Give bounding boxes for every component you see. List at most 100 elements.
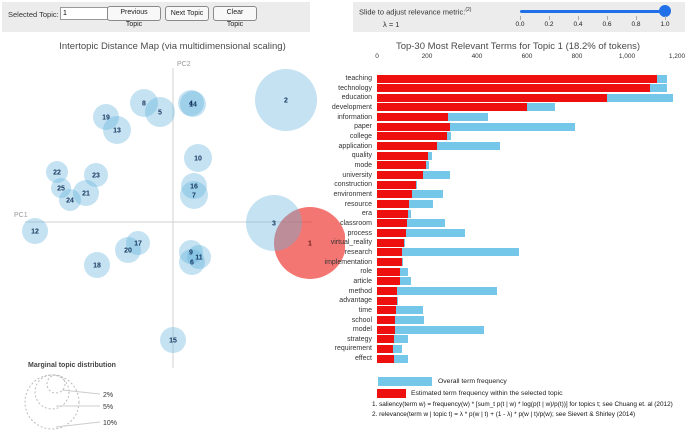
topic-frequency-bar[interactable] — [377, 93, 607, 102]
topic-frequency-label: Estimated term frequency within the sele… — [411, 390, 563, 397]
overall-frequency-bar[interactable] — [377, 142, 500, 151]
topic-frequency-bar[interactable] — [377, 151, 429, 160]
topic-bubble-label-1: 1 — [308, 241, 312, 248]
term-label: quality — [351, 152, 372, 160]
term-label: implementation — [324, 258, 372, 266]
topic-frequency-bar[interactable] — [377, 190, 412, 199]
topic-bubble-19[interactable] — [93, 104, 119, 130]
slider-footnote-ref: (2) — [465, 7, 472, 13]
topic-bubble-label-3: 3 — [272, 221, 276, 228]
overall-frequency-bar[interactable] — [377, 306, 423, 315]
slider-ticklabel: 0.4 — [573, 21, 583, 28]
previous-topic-button[interactable]: Previous Topic — [107, 6, 161, 28]
topic-bubble-14[interactable] — [180, 91, 206, 117]
slider-tickmark-0.4 — [578, 16, 579, 20]
topic-frequency-bar[interactable] — [377, 209, 408, 218]
relevance-slider-track[interactable] — [520, 10, 668, 13]
term-row-construction: construction — [0, 180, 691, 189]
map-title: Intertopic Distance Map (via multidimens… — [59, 41, 286, 52]
topic-frequency-bar[interactable] — [377, 142, 437, 151]
topic-bubble-24[interactable] — [59, 189, 81, 211]
topic-bubble-11[interactable] — [187, 245, 211, 269]
topic-bubble-1[interactable] — [274, 207, 345, 279]
topic-frequency-bar[interactable] — [377, 335, 394, 344]
topic-bubble-12[interactable] — [22, 218, 48, 244]
topic-frequency-bar[interactable] — [377, 277, 401, 286]
slider-ticklabel: 1.0 — [660, 21, 670, 28]
topic-bubble-label-4: 4 — [189, 101, 193, 108]
topic-frequency-bar[interactable] — [377, 103, 527, 112]
topic-frequency-bar[interactable] — [377, 325, 395, 334]
topic-frequency-bar[interactable] — [377, 180, 416, 189]
overall-frequency-bar[interactable] — [377, 229, 465, 238]
topic-bubble-25[interactable] — [51, 178, 71, 198]
topic-frequency-bar[interactable] — [377, 248, 402, 257]
topic-bubble-20[interactable] — [115, 237, 141, 263]
topic-frequency-bar[interactable] — [377, 200, 409, 209]
topic-bubble-5[interactable] — [145, 97, 175, 127]
topic-frequency-bar[interactable] — [377, 306, 396, 315]
clear-topic-button[interactable]: Clear Topic — [213, 6, 257, 28]
overall-frequency-bar[interactable] — [377, 287, 497, 296]
term-label: resource — [344, 200, 372, 208]
topic-frequency-bar[interactable] — [377, 132, 447, 141]
term-row-university: university — [0, 171, 691, 180]
footnote-relevance: 2. relevance(term w | topic t) = λ * p(w… — [372, 411, 636, 418]
topic-frequency-bar[interactable] — [377, 316, 395, 324]
topic-bubble-22[interactable] — [46, 161, 68, 183]
next-topic-button[interactable]: Next Topic — [165, 6, 209, 21]
pc2-axis-label: PC2 — [177, 61, 191, 68]
topic-bubble-16[interactable] — [181, 173, 207, 199]
topic-bubble-15[interactable] — [160, 327, 186, 353]
topic-bubble-8[interactable] — [130, 89, 158, 117]
topic-bubble-9[interactable] — [179, 240, 203, 264]
topic-bubble-4[interactable] — [178, 90, 204, 116]
topic-bubble-3[interactable] — [246, 195, 302, 251]
term-row-model: model — [0, 325, 691, 334]
topic-frequency-bar[interactable] — [377, 74, 657, 83]
topic-bubble-21[interactable] — [73, 180, 99, 206]
topic-bubble-17[interactable] — [126, 231, 150, 255]
topic-frequency-bar[interactable] — [377, 229, 406, 238]
topic-bubble-2[interactable] — [255, 69, 317, 131]
topic-frequency-bar[interactable] — [377, 287, 397, 296]
topic-bubble-23[interactable] — [84, 163, 108, 187]
topic-bubble-7[interactable] — [180, 181, 208, 209]
topic-bubble-label-16: 16 — [190, 184, 198, 191]
relevance-slider-handle[interactable] — [659, 5, 671, 17]
topic-frequency-bar[interactable] — [377, 344, 393, 353]
term-row-paper: paper — [0, 122, 691, 131]
slider-ticklabel: 0.0 — [515, 21, 525, 28]
topic-frequency-bar[interactable] — [377, 219, 407, 228]
overall-frequency-bar[interactable] — [377, 122, 575, 131]
topic-frequency-bar[interactable] — [377, 354, 394, 363]
topic-frequency-bar[interactable] — [377, 84, 650, 93]
overall-frequency-label: Overall term frequency — [438, 378, 507, 385]
topic-frequency-bar[interactable] — [377, 296, 397, 305]
term-row-quality: quality — [0, 151, 691, 160]
marginal-legend-circle-2pct — [46, 374, 66, 394]
overall-frequency-bar[interactable] — [377, 248, 519, 257]
term-label: model — [352, 326, 372, 334]
topic-frequency-bar[interactable] — [377, 171, 424, 180]
selected-topic-input[interactable] — [60, 7, 108, 20]
overall-frequency-bar[interactable] — [377, 316, 424, 324]
term-row-strategy: strategy — [0, 335, 691, 344]
topic-frequency-bar[interactable] — [377, 113, 449, 122]
topic-frequency-bar[interactable] — [377, 161, 427, 170]
topic-frequency-bar[interactable] — [377, 122, 450, 131]
topic-bubble-18[interactable] — [84, 252, 110, 278]
topic-bubble-6[interactable] — [179, 249, 205, 275]
topic-frequency-bar[interactable] — [377, 258, 402, 267]
topic-frequency-bar[interactable] — [377, 267, 400, 276]
term-row-implementation: implementation — [0, 258, 691, 267]
term-label: classroom — [340, 219, 372, 227]
term-row-development: development — [0, 103, 691, 112]
overall-frequency-bar[interactable] — [377, 325, 484, 334]
overall-frequency-bar[interactable] — [377, 219, 445, 228]
topic-frequency-bar[interactable] — [377, 238, 404, 247]
topic-bubble-10[interactable] — [184, 144, 212, 172]
topic-bubble-13[interactable] — [103, 116, 131, 144]
term-row-information: information — [0, 113, 691, 122]
term-label: paper — [354, 123, 372, 131]
